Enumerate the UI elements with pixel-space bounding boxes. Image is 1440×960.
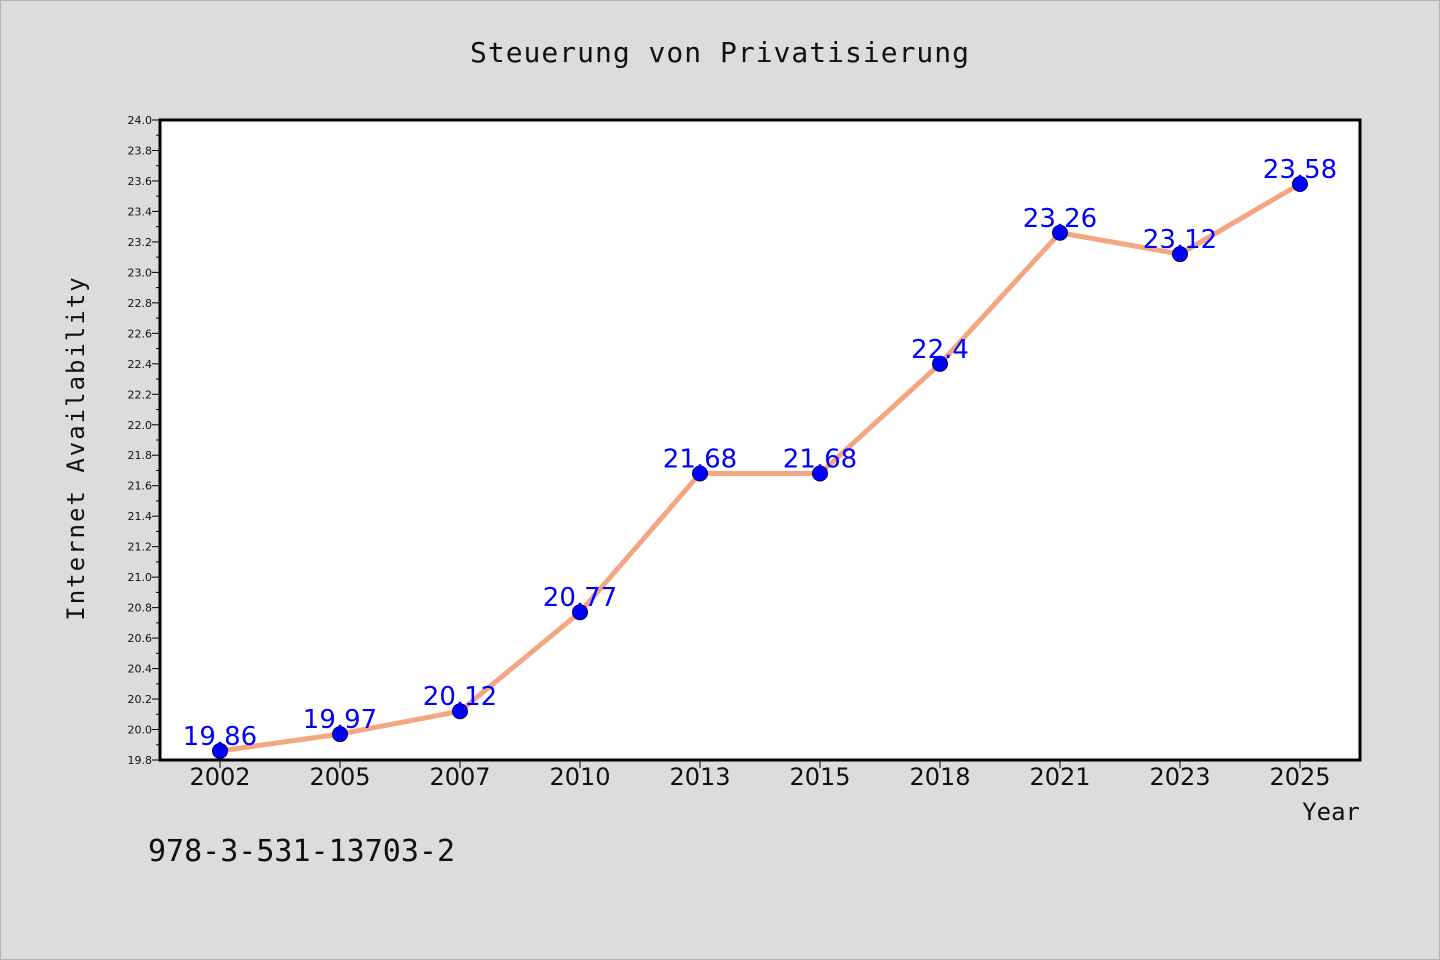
data-point — [692, 465, 708, 482]
data-labels: 19.86 19.97 20.12 20.77 21.68 21.68 22.4 23.26 2… — [183, 155, 1337, 752]
data-label: 23.26 — [1023, 204, 1097, 234]
y-tick-label: 21.8 — [128, 449, 153, 462]
data-label: 23.12 — [1143, 225, 1217, 255]
isbn-text: 978-3-531-13703-2 — [148, 834, 456, 869]
y-tick-label: 22.2 — [128, 388, 153, 401]
data-point — [1052, 224, 1068, 241]
y-tick-label: 21.6 — [128, 480, 153, 493]
y-tick-label: 23.2 — [128, 236, 153, 249]
y-tick-label: 22.0 — [128, 419, 153, 432]
data-point — [932, 355, 948, 372]
x-axis-label: Year — [1302, 798, 1360, 826]
y-tick-label: 24.0 — [128, 114, 153, 127]
y-tick-label: 22.8 — [128, 297, 153, 310]
data-points — [212, 176, 1308, 759]
y-tick-label: 20.0 — [128, 724, 153, 737]
y-tick-label: 22.4 — [128, 358, 153, 371]
data-label: 21.68 — [783, 445, 857, 475]
x-tick-label: 2005 — [309, 763, 370, 791]
y-tick-label: 23.4 — [128, 205, 153, 218]
y-tick-label: 21.2 — [128, 541, 153, 554]
data-point — [212, 742, 228, 759]
data-point — [1292, 176, 1308, 192]
data-label: 19.97 — [303, 705, 377, 735]
y-tick-label: 20.6 — [128, 632, 153, 645]
x-axis: 2002 2005 2007 2010 2013 2015 2018 2021 2023 2025 — [189, 760, 1331, 791]
x-tick-label: 2002 — [189, 763, 250, 791]
x-tick-label: 2010 — [549, 763, 610, 791]
y-tick-label: 20.4 — [128, 663, 153, 676]
y-tick-label: 22.6 — [128, 327, 153, 340]
x-tick-label: 2023 — [1149, 763, 1210, 791]
series-line — [219, 181, 1302, 754]
data-label: 22.4 — [911, 335, 969, 365]
x-tick-label: 2025 — [1269, 763, 1330, 791]
x-tick-label: 2007 — [429, 763, 490, 791]
y-tick-label: 23.6 — [128, 175, 153, 188]
x-tick-label: 2021 — [1029, 763, 1090, 791]
data-label: 21.68 — [663, 445, 737, 475]
plot-area — [158, 118, 1362, 762]
data-point — [812, 465, 828, 482]
data-point — [1172, 246, 1188, 263]
x-tick-label: 2013 — [669, 763, 730, 791]
data-label: 20.77 — [543, 583, 617, 613]
data-label: 20.12 — [423, 682, 497, 712]
data-label: 19.86 — [183, 722, 257, 752]
x-tick-label: 2018 — [909, 763, 970, 791]
y-tick-label: 21.0 — [128, 571, 153, 584]
y-tick-label: 20.8 — [128, 602, 153, 615]
chart-title: Steuerung von Privatisierung — [469, 36, 970, 69]
x-tick-label: 2015 — [789, 763, 850, 791]
data-label: 23.58 — [1263, 155, 1337, 185]
data-point — [572, 604, 588, 621]
data-point — [452, 703, 468, 720]
data-point — [332, 726, 348, 743]
y-tick-label: 21.4 — [128, 510, 153, 523]
y-tick-label: 19.8 — [128, 754, 153, 767]
y-tick-label: 23.0 — [128, 266, 153, 279]
y-tick-label: 20.2 — [128, 693, 153, 706]
y-tick-label: 23.8 — [128, 144, 153, 157]
y-axis: 19.8 20.0 20.2 20.4 20.6 20.8 21.0 21.2 21.4 21.6… — [128, 114, 160, 767]
